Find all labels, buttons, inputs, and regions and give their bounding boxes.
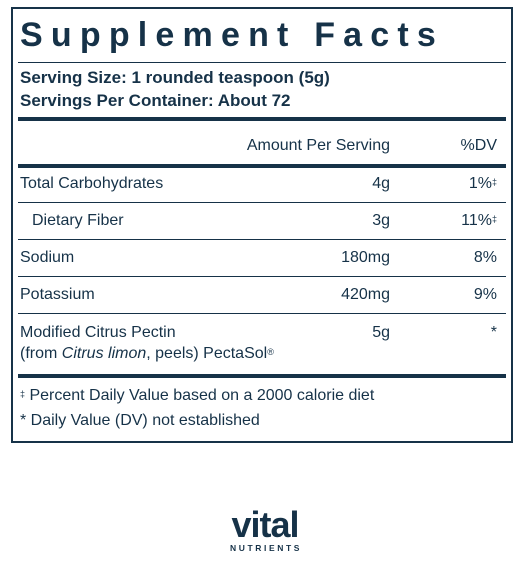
row-modified-citrus-pectin-name: Modified Citrus Pectin — [20, 324, 176, 341]
row-dietary-fiber-name: Dietary Fiber — [32, 212, 124, 229]
double-dagger-mark: ‡ — [20, 389, 26, 399]
row-total-carbohydrates-dv: 1%‡ — [468, 175, 497, 192]
row-total-carbohydrates-amount: 4g — [372, 175, 390, 192]
row-potassium-name: Potassium — [20, 286, 95, 303]
row-modified-citrus-pectin-source: (from Citrus limon, peels) PectaSol® — [20, 345, 274, 362]
title-divider — [18, 62, 506, 63]
dv-header: %DV — [460, 137, 497, 154]
brand-logo: vital NUTRIENTS — [215, 504, 315, 554]
panel-title: Supplement Facts — [20, 16, 445, 54]
row-divider — [18, 276, 506, 277]
double-dagger-mark: ‡ — [491, 177, 497, 187]
row-total-carbohydrates-name: Total Carbohydrates — [20, 175, 164, 192]
row-divider — [18, 202, 506, 203]
row-divider — [18, 313, 506, 314]
row-modified-citrus-pectin-amount: 5g — [372, 324, 390, 341]
brand-name: vital — [231, 504, 299, 545]
amount-per-serving-header: Amount Per Serving — [246, 137, 390, 154]
brand-subtitle: NUTRIENTS — [229, 543, 303, 553]
servings-per-container: Servings Per Container: About 72 — [20, 91, 291, 110]
row-modified-citrus-pectin-dv: * — [490, 324, 497, 341]
row-dietary-fiber-dv: 11%‡ — [461, 212, 497, 229]
footnote-percent-daily-value: ‡ Percent Daily Value based on a 2000 ca… — [20, 387, 375, 404]
supplement-facts-panel: Supplement Facts Serving Size: 1 rounded… — [11, 7, 513, 443]
footnote-divider — [18, 374, 506, 378]
row-sodium-amount: 180mg — [341, 249, 390, 266]
header-divider — [18, 164, 506, 168]
double-dagger-mark: ‡ — [491, 214, 497, 224]
serving-size: Serving Size: 1 rounded teaspoon (5g) — [20, 68, 330, 87]
row-potassium-amount: 420mg — [341, 286, 390, 303]
serving-divider — [18, 117, 506, 121]
row-sodium-name: Sodium — [20, 249, 75, 266]
row-potassium-dv: 9% — [473, 286, 497, 303]
row-divider — [18, 239, 506, 240]
registered-mark: ® — [267, 347, 274, 357]
footnote-daily-value-not-established: * Daily Value (DV) not established — [20, 412, 260, 429]
row-dietary-fiber-amount: 3g — [372, 212, 390, 229]
row-sodium-dv: 8% — [473, 249, 497, 266]
